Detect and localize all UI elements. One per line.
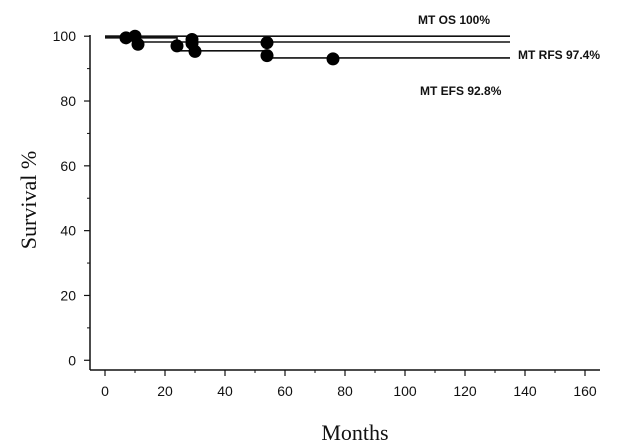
series-label-0: MT OS 100% bbox=[418, 13, 490, 27]
y-tick-label: 100 bbox=[53, 28, 77, 44]
x-tick-label: 20 bbox=[157, 383, 173, 399]
censor-dot-2 bbox=[188, 44, 202, 58]
censor-dot-0 bbox=[260, 36, 274, 50]
x-tick-label: 0 bbox=[101, 383, 109, 399]
x-axis-title: Months bbox=[321, 420, 388, 445]
series-label-1: MT RFS 97.4% bbox=[518, 48, 600, 62]
series-lines bbox=[105, 35, 510, 59]
censor-dot-2 bbox=[326, 52, 340, 66]
series-label-2: MT EFS 92.8% bbox=[420, 84, 502, 98]
y-tick-label: 40 bbox=[60, 223, 76, 239]
y-tick-label: 60 bbox=[60, 158, 76, 174]
y-tick-label: 0 bbox=[68, 352, 76, 368]
x-tick-label: 40 bbox=[217, 383, 233, 399]
y-ticks: 0 20 40 60 80 100 bbox=[53, 28, 90, 368]
x-tick-label: 100 bbox=[393, 383, 417, 399]
x-tick-label: 80 bbox=[337, 383, 353, 399]
x-tick-label: 120 bbox=[453, 383, 477, 399]
series-line-2 bbox=[105, 37, 510, 59]
x-ticks: 0 20 40 60 80 100 120 140 160 bbox=[101, 370, 597, 399]
series-labels: MT OS 100% MT RFS 97.4% MT EFS 92.8% bbox=[418, 13, 600, 98]
y-tick-label: 20 bbox=[60, 287, 76, 303]
censor-dot-1 bbox=[131, 37, 145, 51]
x-tick-label: 140 bbox=[513, 383, 537, 399]
y-axis-title: Survival % bbox=[16, 151, 41, 249]
axes bbox=[89, 35, 600, 371]
x-tick-label: 160 bbox=[573, 383, 597, 399]
censor-dot-2 bbox=[260, 49, 274, 63]
y-tick-label: 80 bbox=[60, 93, 76, 109]
censor-marks bbox=[119, 29, 340, 66]
censor-dot-1 bbox=[170, 39, 184, 53]
x-tick-label: 60 bbox=[277, 383, 293, 399]
